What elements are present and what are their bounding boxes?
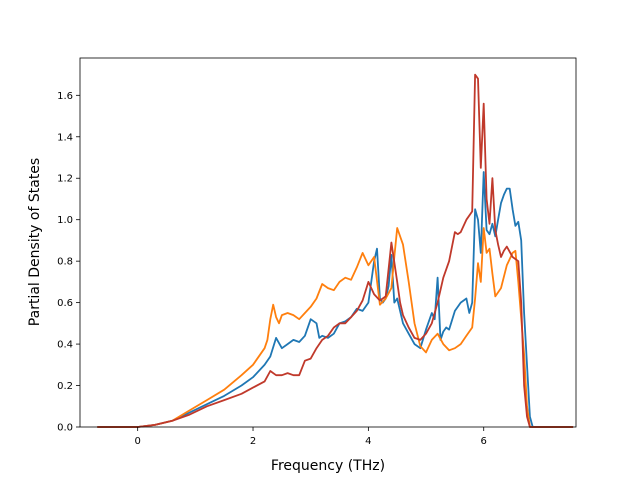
plot-area — [80, 58, 576, 427]
series-line-3 — [97, 73, 574, 428]
y-tick-label: 1.2 — [57, 174, 73, 185]
y-tick-label: 0.6 — [57, 298, 73, 309]
y-tick-label: 1.6 — [57, 91, 73, 102]
y-axis-label: Partial Density of States — [27, 158, 43, 326]
y-tick-label: 0.0 — [57, 423, 73, 434]
y-tick-label: 0.2 — [57, 381, 73, 392]
x-axis-ticks: 0 2 4 6 — [134, 427, 487, 447]
y-tick-label: 0.8 — [57, 257, 73, 268]
series-line-2 — [97, 227, 574, 428]
y-axis-ticks: 0.0 0.2 0.4 0.6 0.8 1.0 1.2 1.4 1.6 — [57, 91, 80, 434]
x-tick-label: 4 — [365, 436, 371, 447]
series-line-1 — [97, 171, 574, 428]
y-tick-label: 0.4 — [57, 340, 73, 351]
x-tick-label: 0 — [134, 436, 140, 447]
x-axis-label: Frequency (THz) — [271, 458, 385, 474]
y-tick-label: 1.4 — [57, 132, 73, 143]
x-tick-label: 2 — [250, 436, 256, 447]
x-tick-label: 6 — [481, 436, 487, 447]
y-tick-label: 1.0 — [57, 215, 73, 226]
plot-frame — [79, 57, 577, 428]
series-layer — [97, 73, 574, 428]
